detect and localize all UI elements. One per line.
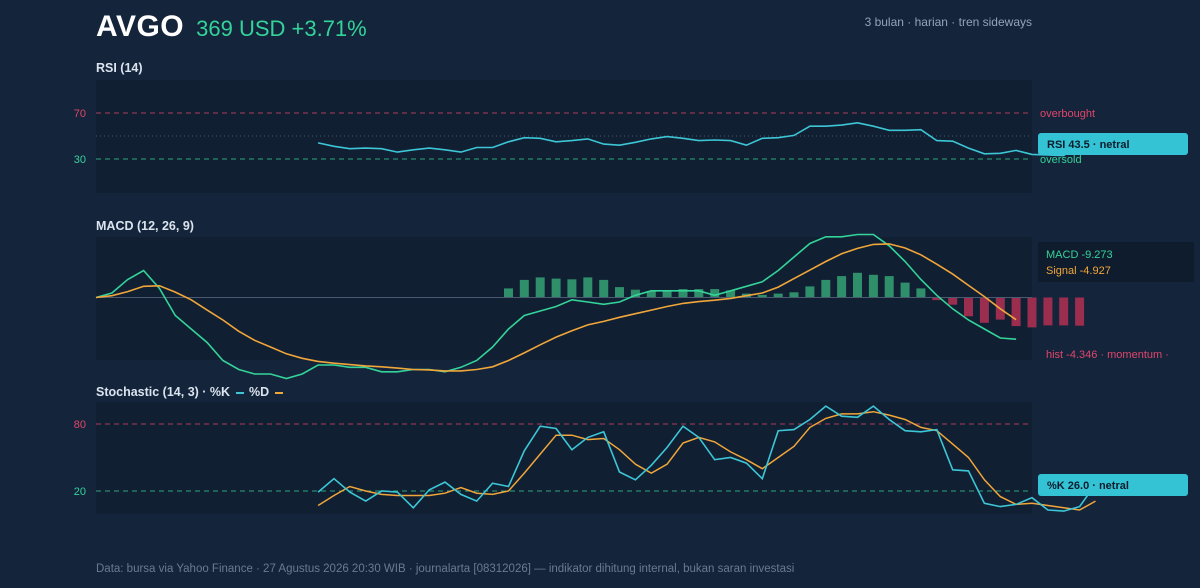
macd-histogram-bar	[646, 291, 656, 298]
macd-histogram-bar	[1011, 297, 1021, 327]
price-change: 369 USD +3.71%	[196, 16, 367, 41]
footer-source: Data: bursa via Yahoo Finance · 27 Agust…	[96, 563, 795, 575]
stoch-plot-area	[96, 402, 1032, 514]
stoch-title-d: %D	[249, 385, 270, 399]
macd-histogram-bar	[694, 289, 704, 298]
signal-line	[95, 243, 1017, 372]
rsi-tick-70: 70	[74, 108, 86, 120]
macd-histogram-bar	[583, 277, 593, 298]
macd-histogram-bar	[1075, 297, 1085, 326]
macd-histogram-bar	[678, 289, 688, 298]
macd-histogram-bar	[710, 289, 720, 298]
ticker-symbol: AVGO	[96, 10, 185, 43]
signal-readout: Signal -4.927	[1046, 265, 1111, 277]
macd-histogram-bar	[599, 279, 609, 298]
header: AVGO 369 USD +3.71%	[96, 10, 367, 44]
stoch-k-line	[317, 405, 1097, 512]
macd-histogram-bar	[805, 286, 815, 298]
stoch-panel: 80 20 %K 26.0 · netral	[74, 402, 1188, 514]
macd-histogram-bar	[504, 288, 513, 298]
overbought-label: overbought	[1040, 108, 1095, 120]
macd-histogram-bar	[884, 276, 894, 298]
macd-readout-box	[1038, 242, 1194, 282]
stoch-tick-20: 20	[74, 486, 86, 498]
macd-histogram	[504, 272, 1085, 328]
macd-histogram-bar	[1059, 297, 1069, 326]
stoch-title-prefix: Stochastic (14, 3) · %K	[96, 385, 231, 399]
macd-histogram-bar	[519, 279, 529, 298]
macd-histogram-bar	[868, 274, 878, 298]
hist-readout: hist -4.346 · momentum ·	[1046, 349, 1169, 361]
macd-histogram-bar	[837, 276, 847, 298]
rsi-badge	[1038, 133, 1188, 155]
macd-histogram-bar	[662, 290, 672, 298]
macd-histogram-bar	[789, 292, 799, 298]
stoch-d-line	[317, 410, 1096, 511]
macd-histogram-bar	[773, 293, 783, 298]
macd-readout: MACD -9.273	[1046, 249, 1113, 261]
macd-plot-area	[96, 237, 1032, 360]
range-info: 3 bulan · harian · tren sideways	[864, 15, 1032, 29]
macd-histogram-bar	[900, 282, 910, 298]
macd-histogram-bar	[535, 277, 545, 298]
rsi-title: RSI (14)	[96, 61, 143, 75]
macd-histogram-bar	[726, 290, 736, 298]
macd-panel: MACD -9.273 Signal -4.927 hist -4.346 · …	[95, 233, 1194, 380]
macd-histogram-bar	[1043, 297, 1053, 326]
macd-histogram-bar	[964, 297, 973, 317]
macd-line	[95, 233, 1017, 380]
macd-title: MACD (12, 26, 9)	[96, 219, 194, 233]
rsi-panel: 70 30 overbought oversold RSI 43.5 · net…	[74, 80, 1188, 193]
oversold-label: oversold	[1040, 154, 1082, 166]
rsi-badge-text: RSI 43.5 · netral	[1047, 139, 1130, 151]
stoch-badge-text: %K 26.0 · netral	[1047, 480, 1129, 492]
macd-histogram-bar	[821, 279, 831, 298]
macd-histogram-bar	[948, 297, 958, 305]
macd-histogram-bar	[932, 297, 942, 301]
macd-histogram-bar	[757, 294, 767, 298]
stoch-badge	[1038, 474, 1188, 496]
macd-histogram-bar	[630, 289, 640, 298]
macd-histogram-bar	[567, 279, 577, 298]
macd-histogram-bar	[916, 288, 926, 298]
macd-histogram-bar	[853, 272, 862, 298]
rsi-line	[317, 121, 1081, 157]
macd-histogram-bar	[1027, 297, 1037, 328]
macd-histogram-bar	[615, 287, 624, 298]
macd-histogram-bar	[551, 278, 561, 298]
macd-histogram-bar	[979, 297, 989, 323]
stoch-title: Stochastic (14, 3) · %K %D	[96, 385, 285, 399]
stoch-tick-80: 80	[74, 419, 86, 431]
rsi-tick-30: 30	[74, 154, 86, 166]
d-legend-swatch	[274, 391, 283, 394]
k-legend-swatch	[235, 391, 244, 394]
